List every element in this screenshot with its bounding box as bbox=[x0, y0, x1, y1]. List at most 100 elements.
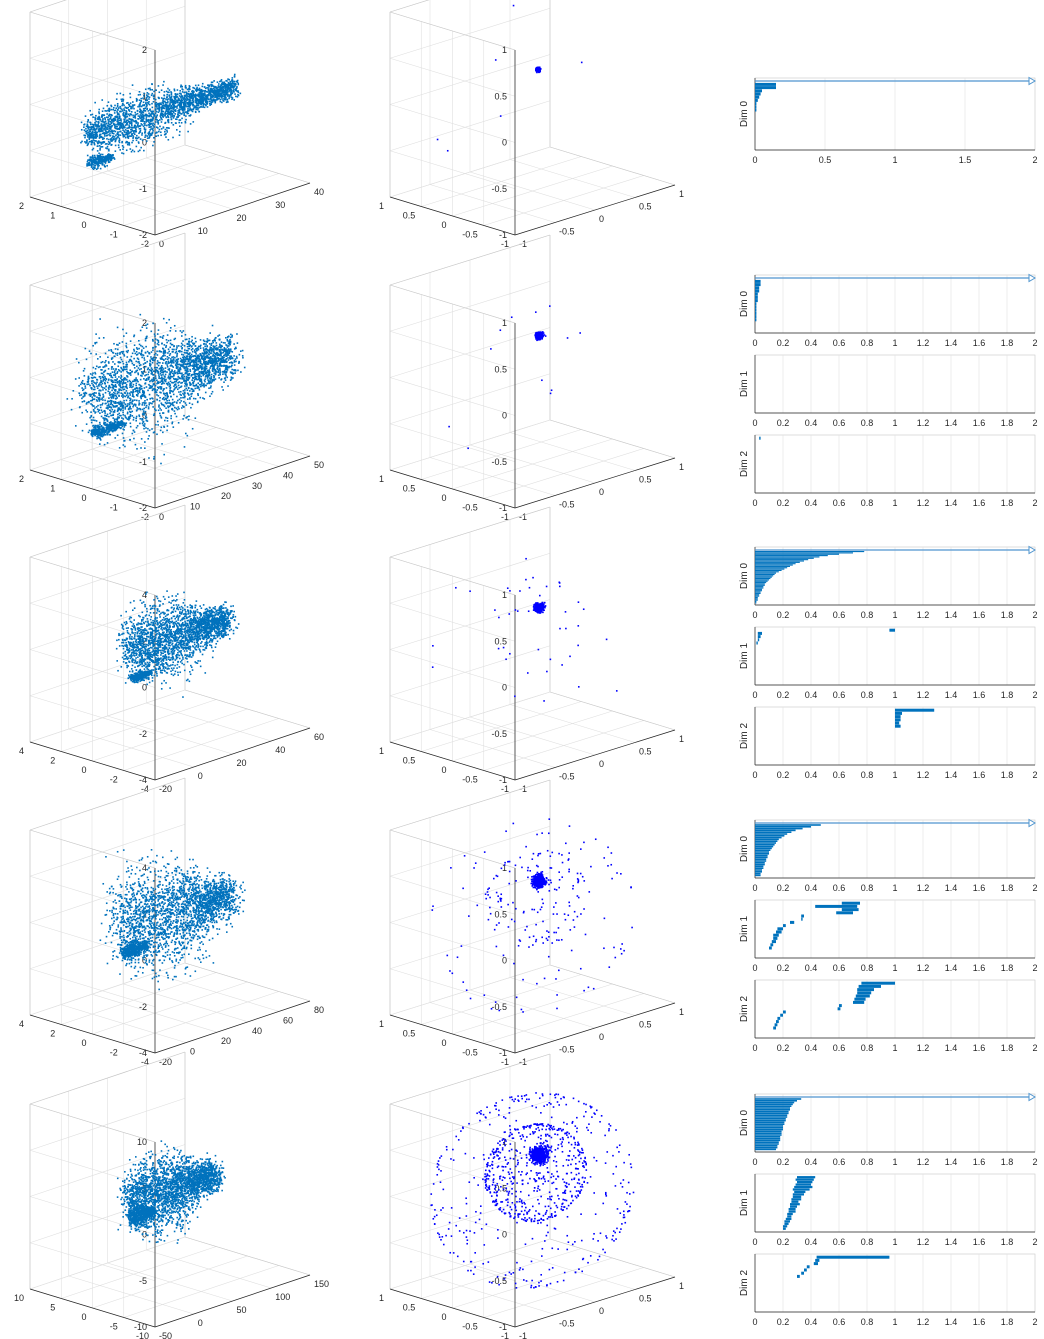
data-point bbox=[217, 88, 219, 91]
data-point bbox=[152, 122, 154, 125]
data-point bbox=[236, 86, 238, 88]
data-point bbox=[103, 133, 106, 135]
data-point bbox=[101, 403, 103, 406]
data-point bbox=[207, 339, 210, 342]
data-point bbox=[157, 111, 160, 113]
data-point bbox=[183, 378, 185, 380]
data-point bbox=[171, 361, 174, 363]
data-point bbox=[187, 98, 190, 101]
data-point bbox=[187, 349, 189, 352]
data-point bbox=[160, 128, 163, 130]
data-point bbox=[128, 144, 131, 146]
data-point bbox=[81, 140, 83, 143]
data-point bbox=[218, 89, 221, 91]
data-point bbox=[168, 95, 171, 97]
data-point bbox=[97, 122, 100, 124]
data-point bbox=[208, 84, 210, 87]
data-point bbox=[205, 375, 208, 377]
data-point bbox=[146, 99, 148, 102]
data-point bbox=[138, 125, 141, 127]
data-point bbox=[157, 123, 160, 125]
data-point bbox=[118, 389, 120, 392]
data-point bbox=[204, 95, 207, 98]
data-point bbox=[98, 161, 101, 163]
data-point bbox=[119, 92, 122, 95]
data-point bbox=[166, 358, 169, 360]
data-point bbox=[200, 100, 203, 103]
data-point bbox=[103, 378, 106, 381]
data-point bbox=[167, 375, 170, 377]
data-point bbox=[140, 146, 142, 149]
data-point bbox=[132, 116, 135, 119]
data-point bbox=[164, 358, 167, 360]
z-tick-label: -1 bbox=[139, 457, 147, 467]
data-point bbox=[125, 120, 128, 123]
data-point bbox=[187, 386, 190, 389]
data-point bbox=[137, 150, 140, 153]
data-point bbox=[173, 88, 176, 91]
data-point bbox=[144, 88, 147, 91]
data-point bbox=[187, 95, 190, 98]
data-point bbox=[157, 374, 160, 376]
data-point bbox=[101, 116, 104, 118]
data-point bbox=[192, 101, 195, 103]
data-point bbox=[194, 89, 197, 91]
data-point bbox=[102, 107, 105, 110]
data-point bbox=[94, 117, 97, 120]
data-point bbox=[232, 87, 235, 89]
data-point bbox=[236, 333, 238, 335]
data-point bbox=[101, 372, 104, 375]
data-point bbox=[174, 360, 177, 362]
data-point bbox=[96, 127, 98, 130]
data-point bbox=[172, 358, 175, 360]
data-point bbox=[117, 413, 119, 416]
data-point bbox=[162, 99, 164, 102]
data-point bbox=[149, 380, 151, 383]
data-point bbox=[169, 376, 171, 379]
data-point bbox=[156, 354, 159, 356]
data-point bbox=[144, 402, 146, 405]
data-point bbox=[143, 404, 146, 406]
data-point bbox=[145, 431, 148, 433]
data-point bbox=[94, 131, 97, 133]
data-point bbox=[152, 370, 155, 372]
data-point bbox=[170, 97, 172, 99]
data-point bbox=[223, 82, 225, 85]
data-point bbox=[195, 90, 198, 93]
data-point bbox=[130, 391, 132, 393]
data-point bbox=[143, 407, 146, 410]
data-point bbox=[109, 394, 111, 396]
data-point bbox=[173, 370, 176, 372]
data-point bbox=[165, 104, 168, 106]
data-point bbox=[220, 84, 222, 86]
data-point bbox=[158, 104, 160, 107]
data-point bbox=[144, 441, 146, 443]
data-point bbox=[135, 417, 137, 420]
data-point bbox=[182, 374, 185, 376]
box-edge bbox=[29, 232, 186, 286]
data-point bbox=[91, 162, 94, 164]
data-point bbox=[137, 389, 139, 392]
data-point bbox=[139, 386, 141, 389]
data-point bbox=[114, 392, 116, 395]
data-point bbox=[155, 391, 158, 393]
data-point bbox=[106, 401, 109, 403]
data-point bbox=[203, 357, 206, 360]
data-point bbox=[135, 387, 138, 390]
data-point bbox=[91, 133, 93, 135]
data-point bbox=[104, 158, 106, 160]
z-tick-label: 0.5 bbox=[494, 91, 507, 101]
data-point bbox=[140, 371, 143, 373]
data-point bbox=[111, 139, 114, 141]
data-point bbox=[116, 102, 119, 105]
data-point bbox=[193, 360, 196, 363]
data-point bbox=[220, 80, 222, 82]
data-point bbox=[197, 93, 200, 95]
data-point bbox=[192, 362, 195, 364]
data-point bbox=[226, 344, 228, 347]
z-tick-label: 0 bbox=[502, 138, 507, 148]
data-point bbox=[230, 88, 232, 91]
data-point bbox=[143, 109, 146, 112]
data-point bbox=[231, 336, 233, 338]
data-point bbox=[166, 101, 169, 104]
